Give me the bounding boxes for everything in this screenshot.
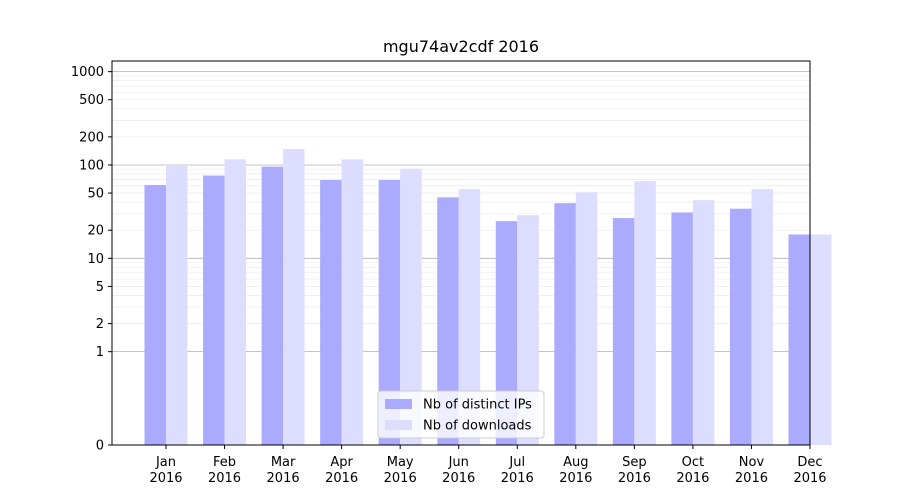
y-tick-label: 50 (87, 187, 104, 202)
x-tick-label-month: Aug (563, 455, 588, 470)
x-tick-label-year: 2016 (325, 471, 358, 486)
legend: Nb of distinct IPs Nb of downloads (377, 390, 545, 439)
bar-downloads (166, 164, 188, 446)
y-tick-label: 20 (87, 224, 104, 239)
bar-distinct-ips (495, 221, 518, 445)
chart-title: mgu74av2cdf 2016 (383, 37, 539, 56)
bar-downloads (224, 159, 247, 445)
bar-downloads (634, 181, 656, 446)
bar-downloads (341, 159, 364, 445)
bar-distinct-ips (671, 212, 693, 445)
x-tick-label-year: 2016 (267, 471, 300, 486)
x-tick-label-month: Apr (330, 455, 353, 470)
y-tick-label: 10 (87, 252, 104, 267)
y-tick-label: 1000 (71, 65, 104, 80)
x-tick-label-year: 2016 (501, 471, 534, 486)
x-tick-label-year: 2016 (208, 471, 241, 486)
x-tick-label-year: 2016 (618, 471, 651, 486)
bar-distinct-ips (261, 166, 284, 445)
bar-downloads (458, 189, 481, 445)
bar-distinct-ips (729, 208, 752, 445)
legend-swatch-distinct-ips (385, 399, 412, 409)
x-tick-label-year: 2016 (442, 471, 475, 486)
bar-distinct-ips (378, 180, 401, 445)
x-tick-label-month: Jul (508, 455, 525, 470)
legend-label-distinct-ips: Nb of distinct IPs (423, 398, 532, 413)
bar-downloads (400, 168, 422, 446)
bar-distinct-ips (144, 185, 166, 445)
legend-label-downloads: Nb of downloads (423, 419, 532, 434)
bars-layer (144, 149, 832, 446)
x-tick-label-month: Nov (739, 455, 765, 470)
x-tick-label-year: 2016 (676, 471, 709, 486)
bar-distinct-ips (788, 234, 810, 445)
x-tick-label-year: 2016 (384, 471, 417, 486)
y-tick-label: 200 (79, 130, 104, 145)
plot-frame (111, 60, 811, 446)
x-tick-label-month: Jun (448, 455, 469, 470)
x-tick-label-year: 2016 (559, 471, 592, 486)
bar-downloads (751, 189, 773, 445)
bar-downloads (575, 192, 598, 445)
x-tick-label-year: 2016 (149, 471, 182, 486)
x-tick-label-month: Oct (682, 455, 704, 470)
y-tick-label: 500 (79, 93, 104, 108)
x-tick-label-month: May (387, 455, 414, 470)
bar-distinct-ips (203, 175, 225, 445)
x-tick-label-month: Mar (271, 455, 296, 470)
x-tick-label-month: Jan (155, 455, 176, 470)
bar-distinct-ips (437, 197, 459, 445)
bar-downloads (810, 234, 832, 445)
bar-distinct-ips (612, 218, 635, 445)
y-tick-label: 0 (96, 439, 104, 454)
y-tick-label: 2 (96, 317, 104, 332)
x-tick-label-month: Dec (797, 455, 822, 470)
x-tick-label-year: 2016 (735, 471, 768, 486)
bar-downloads (517, 215, 539, 445)
bar-downloads (692, 200, 715, 445)
y-tick-label: 1 (96, 345, 104, 360)
bar-distinct-ips (554, 203, 576, 445)
y-tick-label: 100 (79, 158, 104, 173)
legend-box (377, 390, 545, 439)
y-tick-label: 5 (96, 280, 104, 295)
axes-layer: 01251020501002005001000Jan2016Feb2016Mar… (71, 60, 827, 486)
bar-downloads (283, 149, 305, 445)
bar-distinct-ips (320, 180, 342, 445)
x-tick-label-month: Sep (622, 455, 647, 470)
legend-swatch-downloads (385, 420, 412, 430)
x-tick-label-year: 2016 (793, 471, 826, 486)
x-tick-label-month: Feb (213, 455, 236, 470)
